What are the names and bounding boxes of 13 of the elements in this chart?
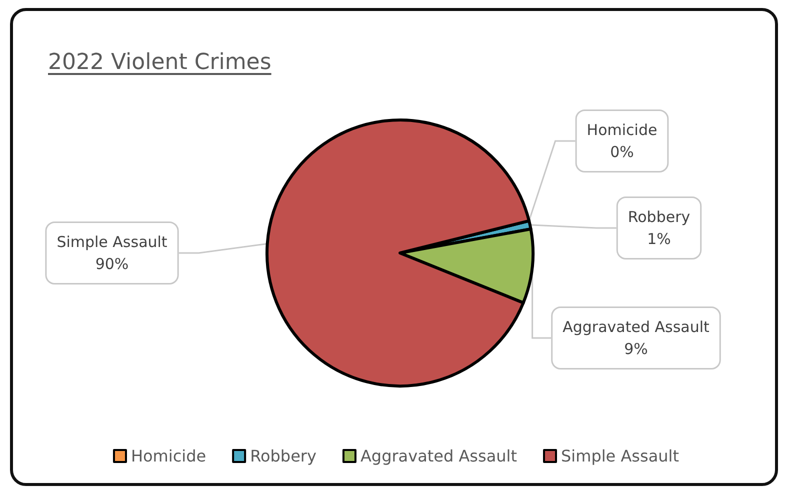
- data-label: 90%: [95, 255, 129, 273]
- data-label: 9%: [624, 340, 648, 358]
- chart-title: 2022 Violent Crimes: [48, 50, 272, 75]
- text: 0%: [610, 143, 634, 161]
- slice-label: Robbery: [628, 208, 690, 226]
- legend-label: Aggravated Assault: [360, 446, 518, 466]
- slice-label: Aggravated Assault: [562, 318, 710, 336]
- category-label: Homicide: [586, 121, 658, 139]
- legend-label: Simple Assault: [561, 446, 680, 466]
- legend-label: Robbery: [250, 446, 316, 466]
- legend-label: Homicide: [130, 446, 206, 466]
- data-label: 1%: [647, 230, 671, 248]
- slice-label: Simple Assault: [56, 233, 168, 251]
